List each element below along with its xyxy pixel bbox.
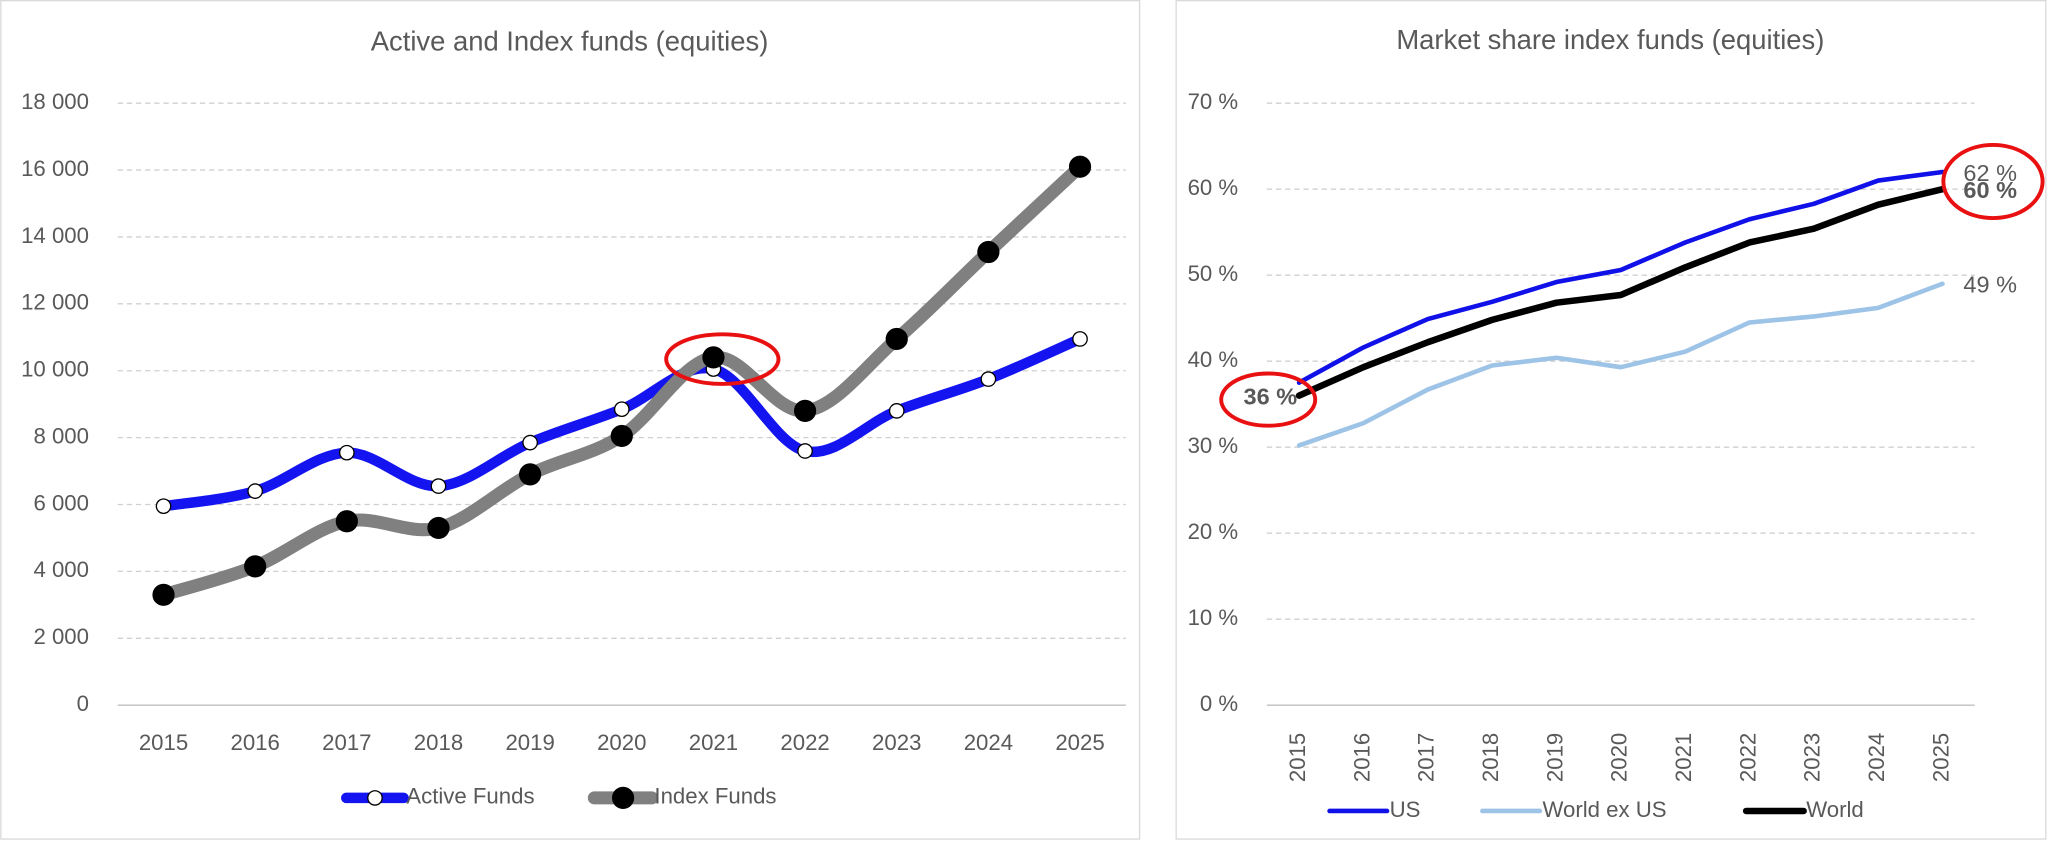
y-tick-label: 2 000 — [33, 624, 89, 649]
y-tick-label: 10 % — [1188, 605, 1239, 630]
data-point — [247, 483, 264, 499]
y-tick-label: 70 % — [1188, 89, 1239, 114]
data-point — [430, 478, 447, 494]
series-line — [1295, 185, 1946, 399]
x-tick-label: 2022 — [780, 730, 829, 755]
data-point — [427, 516, 450, 540]
series-line — [1296, 281, 1945, 448]
y-tick-label: 18 000 — [21, 89, 89, 114]
data-point — [613, 401, 630, 418]
data-point — [519, 463, 542, 486]
y-tick-label: 20 % — [1188, 519, 1239, 544]
y-tick-label: 60 % — [1188, 175, 1239, 200]
x-tick-label: 2023 — [872, 730, 921, 755]
legend-label: Active Funds — [406, 784, 534, 809]
x-tick-label: 2018 — [414, 730, 463, 755]
data-point — [885, 327, 908, 351]
y-tick-label: 14 000 — [21, 223, 89, 248]
data-point — [522, 434, 538, 451]
y-tick-label: 12 000 — [21, 290, 89, 315]
y-tick-label: 0 % — [1200, 691, 1238, 716]
x-tick-label: 2018 — [1478, 733, 1503, 782]
data-point — [1068, 155, 1092, 178]
x-tick-label: 2016 — [1349, 733, 1374, 782]
x-tick-label: 2017 — [1414, 733, 1439, 782]
x-tick-label: 2020 — [1607, 733, 1632, 782]
data-label: 60 % — [1963, 177, 2017, 203]
legend-marker — [367, 790, 383, 806]
data-point — [797, 443, 813, 459]
data-point — [152, 583, 175, 606]
x-tick-label: 2024 — [1864, 733, 1889, 782]
legend-label: Index Funds — [654, 784, 776, 809]
highlight-ellipse — [664, 332, 781, 386]
legend-label: World — [1806, 797, 1864, 822]
data-label: 62 % — [1963, 160, 2017, 186]
x-tick-label: 2015 — [139, 730, 188, 755]
data-point — [1072, 331, 1088, 347]
x-tick-label: 2025 — [1055, 730, 1104, 755]
y-tick-label: 30 % — [1188, 433, 1239, 458]
x-tick-label: 2015 — [1285, 733, 1310, 782]
x-tick-label: 2021 — [689, 730, 738, 755]
left-panel — [0, 0, 1141, 840]
y-tick-label: 50 % — [1188, 261, 1239, 286]
x-tick-label: 2020 — [597, 730, 646, 755]
data-point — [977, 240, 1000, 264]
data-label: 36 % — [1244, 383, 1298, 409]
data-point — [888, 403, 905, 419]
x-tick-label: 2017 — [322, 730, 371, 755]
x-tick-label: 2023 — [1800, 733, 1825, 782]
y-tick-label: 0 — [77, 691, 89, 716]
x-tick-label: 2024 — [964, 730, 1013, 755]
highlight-ellipse — [1219, 371, 1318, 428]
y-tick-label: 6 000 — [33, 490, 89, 515]
right-panel — [1175, 0, 2047, 840]
data-point — [335, 510, 358, 533]
series-line — [1296, 169, 1945, 385]
y-tick-label: 40 % — [1188, 347, 1239, 372]
data-label: 49 % — [1963, 272, 2017, 298]
highlight-ellipse — [1941, 142, 2045, 221]
plot-layer: Active and Index funds (equities) 0 2 000 4… — [21, 24, 2017, 822]
data-point — [980, 371, 997, 387]
y-tick-label: 4 000 — [33, 557, 89, 582]
data-point — [338, 444, 355, 461]
x-tick-label: 2016 — [231, 730, 280, 755]
legend-marker — [611, 786, 635, 810]
y-tick-label: 10 000 — [21, 357, 89, 382]
chart-title: Market share index funds (equities) — [1396, 24, 1824, 55]
data-point — [702, 346, 725, 369]
data-point — [244, 555, 267, 578]
data-point — [155, 498, 172, 515]
data-point — [793, 399, 817, 422]
series-line — [157, 160, 1087, 602]
y-tick-label: 16 000 — [21, 156, 89, 181]
data-point — [610, 424, 633, 448]
x-tick-label: 2022 — [1735, 733, 1760, 782]
y-tick-label: 8 000 — [33, 423, 89, 448]
x-tick-label: 2021 — [1671, 733, 1696, 782]
chart-title: Active and Index funds (equities) — [371, 25, 769, 56]
legend-label: US — [1390, 797, 1421, 822]
x-tick-label: 2019 — [505, 730, 554, 755]
legend-label: World ex US — [1542, 797, 1666, 822]
x-tick-label: 2025 — [1928, 733, 1953, 782]
x-tick-label: 2019 — [1542, 733, 1567, 782]
